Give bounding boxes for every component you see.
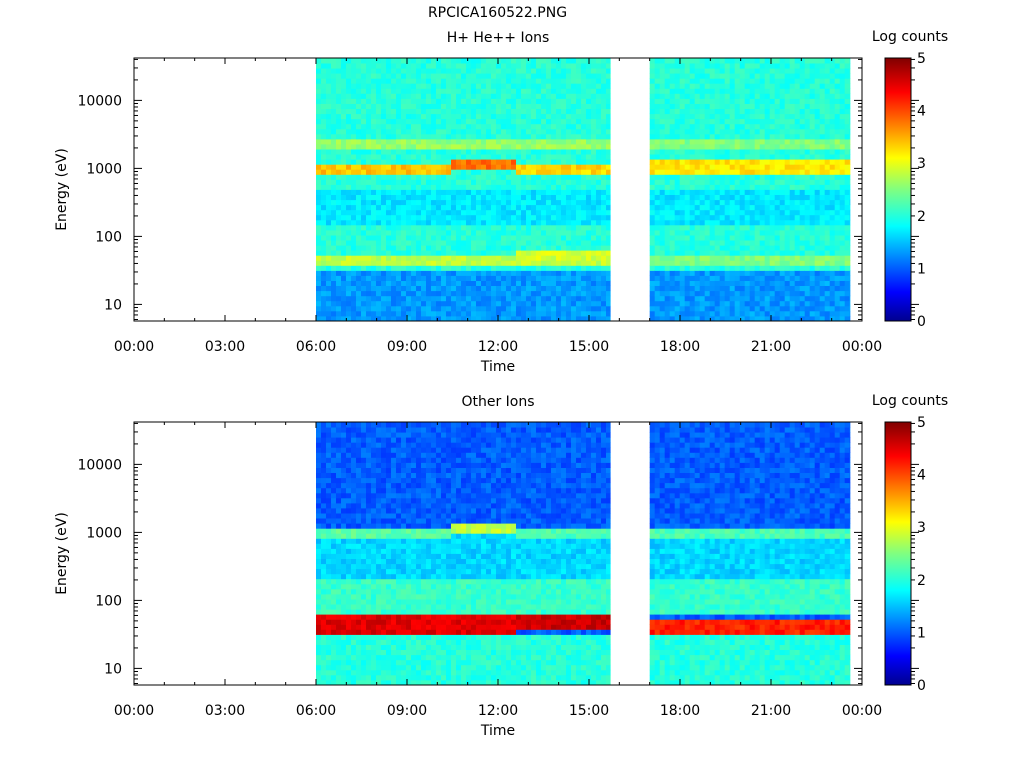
x-tick-label: 00:00	[114, 339, 154, 355]
colorbar-tick-label: 1	[917, 625, 926, 641]
colorbar-tick-label: 4	[917, 468, 926, 484]
heatmap-cells	[316, 422, 851, 686]
y-tick-label: 1000	[86, 525, 122, 541]
x-axis-label: Time	[480, 723, 515, 739]
y-axis-label: Energy (eV)	[54, 148, 70, 231]
x-tick-label: 21:00	[751, 339, 791, 355]
colorbar	[884, 421, 912, 686]
x-tick-label: 21:00	[751, 703, 791, 719]
y-tick-label: 10000	[77, 457, 122, 473]
y-tick-label: 100	[95, 593, 122, 609]
x-tick-label: 06:00	[296, 339, 336, 355]
x-tick-label: 15:00	[569, 703, 609, 719]
y-tick-label: 10000	[77, 93, 122, 109]
x-tick-label: 03:00	[205, 703, 245, 719]
page-title: RPCICA160522.PNG	[427, 5, 568, 21]
y-axis-label: Energy (eV)	[54, 512, 70, 595]
colorbar-label: Log counts	[872, 29, 948, 45]
colorbar-tick-label: 3	[917, 156, 926, 172]
x-tick-label: 06:00	[296, 703, 336, 719]
colorbar-tick-label: 0	[917, 678, 926, 694]
x-tick-label: 12:00	[478, 703, 518, 719]
colorbar-tick-label: 5	[917, 415, 926, 431]
x-tick-label: 00:00	[842, 703, 882, 719]
x-tick-label: 12:00	[478, 339, 518, 355]
colorbar-tick-label: 0	[917, 314, 926, 330]
x-tick-label: 09:00	[387, 339, 427, 355]
heatmap-cells	[316, 58, 851, 322]
x-tick-label: 09:00	[387, 703, 427, 719]
x-tick-label: 03:00	[205, 339, 245, 355]
colorbar-tick-label: 1	[917, 261, 926, 277]
colorbar-tick-label: 4	[917, 104, 926, 120]
y-tick-label: 10	[104, 297, 122, 313]
y-tick-label: 100	[95, 229, 122, 245]
colorbar-tick-label: 2	[917, 209, 926, 225]
colorbar	[884, 57, 912, 322]
x-tick-label: 18:00	[660, 339, 700, 355]
y-tick-label: 1000	[86, 161, 122, 177]
chart-title: Other Ions	[461, 394, 534, 410]
chart-title: H+ He++ Ions	[447, 30, 550, 46]
x-tick-label: 00:00	[842, 339, 882, 355]
colorbar-tick-label: 2	[917, 573, 926, 589]
spectrogram-panel-1: 00:00 03:00 06:00 09:00 12:00 15:00 18:00 21:00…	[54, 29, 948, 375]
colorbar-tick-label: 5	[917, 51, 926, 67]
y-tick-label: 10	[104, 661, 122, 677]
x-tick-label: 15:00	[569, 339, 609, 355]
x-tick-label: 18:00	[660, 703, 700, 719]
spectrogram-panel-2: 00:00 03:00 06:00 09:00 12:00 15:00 18:00 21:00…	[54, 393, 948, 739]
x-axis-label: Time	[480, 359, 515, 375]
colorbar-label: Log counts	[872, 393, 948, 409]
x-tick-label: 00:00	[114, 703, 154, 719]
colorbar-tick-label: 3	[917, 520, 926, 536]
